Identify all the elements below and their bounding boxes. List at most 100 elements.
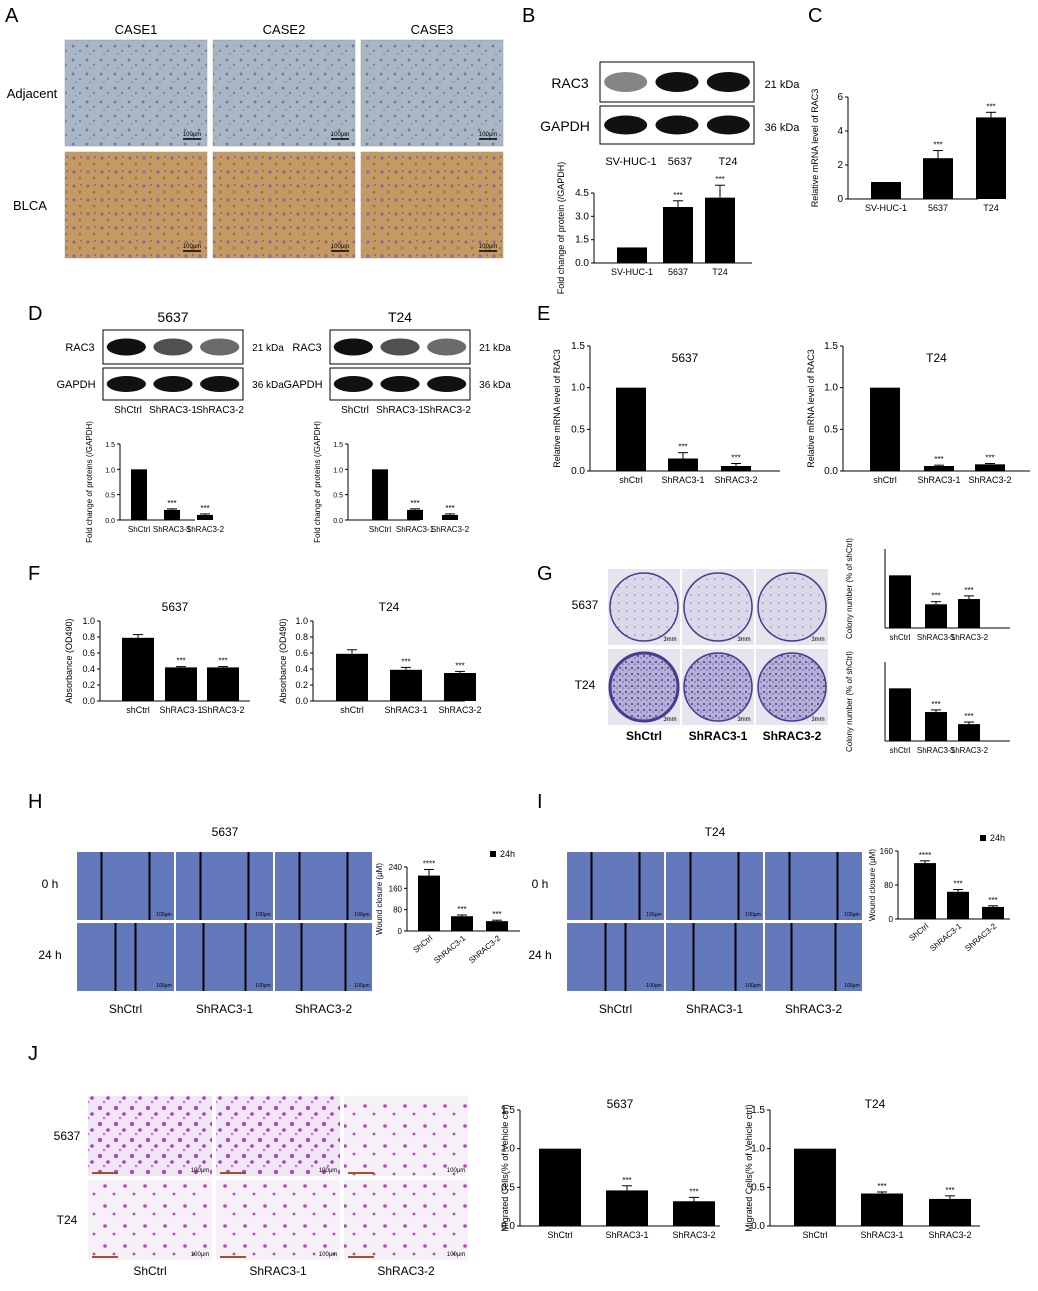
d-rac3-blot-band: [380, 338, 420, 356]
d-rac3-blot-band: [427, 338, 467, 356]
lane-label: ShRAC3-1: [376, 405, 424, 416]
scale-label: 3mm: [811, 637, 824, 643]
bar: [390, 669, 422, 701]
x-tick-label: ShRAC3-1: [605, 1230, 648, 1240]
colony-row-label: 5637: [572, 598, 599, 612]
ihc-image: [212, 39, 356, 147]
significance-label: ***: [953, 880, 962, 889]
significance-label: ***: [492, 910, 501, 919]
scale-label: 100μm: [745, 983, 760, 989]
chart-layer: 0.0 1.5 3.0 4.5 Fold change of protein (/GAP…: [64, 89, 1030, 1240]
x-tick-label: ShRAC3-1: [159, 705, 202, 715]
transwell-image: [216, 1180, 340, 1260]
x-tick-label: 5637: [928, 203, 948, 213]
d-rac3-blot-band: [333, 338, 373, 356]
scale-label: 100μm: [255, 912, 270, 918]
y-tick-label: 0.5: [105, 493, 115, 500]
y-tick-label: 0.6: [82, 648, 95, 658]
y-tick-label: 0.5: [751, 1182, 765, 1193]
y-tick-label: 3.0: [575, 211, 589, 222]
bar: [539, 1148, 581, 1226]
significance-label: ***: [200, 504, 209, 513]
y-tick-label: 1.0: [295, 616, 308, 626]
scale-label: 100μm: [844, 912, 859, 918]
chart-title: T24: [379, 600, 400, 614]
ihc-row-label: Adjacent: [7, 86, 58, 101]
scale-label: 100μm: [156, 912, 171, 918]
bar: [164, 509, 180, 520]
chart-f2: 0.0 0.2 0.4 0.6 0.8 1.0 Absorbance (OD490) T24 s…: [278, 600, 482, 715]
bar: [486, 921, 508, 931]
lane-label: ShCtrl: [114, 405, 142, 416]
colony-dish: [757, 652, 827, 722]
colony-column-label: ShCtrl: [626, 729, 662, 743]
colony-dish: [683, 572, 753, 642]
x-tick-label: ShRAC3-2: [950, 633, 989, 642]
transwell-column-label: ShRAC3-2: [377, 1264, 435, 1278]
ihc-image: [64, 39, 208, 147]
x-tick-label: shCtrl: [890, 633, 911, 642]
y-tick-label: 0.5: [501, 1182, 515, 1193]
x-tick-label: ShRAC3-1: [917, 746, 956, 755]
significance-label: ***: [934, 455, 943, 464]
b-rac3-blot-band: [706, 72, 750, 92]
x-tick-label: T24: [712, 267, 728, 277]
chart-g1: Colony number (% of shCtrl) shCtrl *** ShRA…: [845, 538, 1010, 642]
bar: [197, 514, 213, 520]
x-tick-label: ShRAC3-2: [438, 705, 481, 715]
y-tick-label: 0.6: [295, 648, 308, 658]
scale-label: 100μm: [745, 912, 760, 918]
y-tick-label: 160: [389, 884, 403, 893]
colony-row-label: T24: [575, 678, 596, 692]
time-label: 24 h: [38, 948, 61, 962]
ihc-image: [212, 151, 356, 259]
y-tick-label: 0.0: [571, 466, 585, 477]
panel-letter-i: I: [537, 791, 543, 813]
y-tick-label: 0.4: [295, 664, 308, 674]
transwell-column-label: ShCtrl: [133, 1264, 166, 1278]
bar: [451, 916, 473, 931]
y-tick-label: 0.0: [575, 258, 589, 269]
y-tick-label: 1.5: [824, 341, 838, 352]
x-tick-label: ShCtrl: [411, 933, 434, 954]
x-tick-label: SV-HUC-1: [611, 267, 653, 277]
scale-label: 100μm: [479, 244, 497, 250]
y-tick-label: 0.5: [333, 493, 343, 500]
significance-label: ***: [445, 504, 454, 513]
panel-letter-j: J: [28, 1043, 38, 1065]
y-axis-label: Relative mRNA level of RAC3: [552, 349, 562, 468]
wound-column-label: ShRAC3-2: [785, 1002, 843, 1016]
x-tick-label: ShRAC3-2: [714, 475, 757, 485]
ihc-column-label: CASE1: [115, 22, 158, 37]
y-tick-label: 0.5: [824, 424, 838, 435]
y-tick-label: 6: [837, 92, 843, 103]
ihc-image: [360, 151, 504, 259]
significance-label: ****: [423, 859, 435, 868]
h-wound-image: [275, 852, 372, 920]
x-tick-label: ShRAC3-1: [928, 921, 963, 953]
scale-label: 100μm: [354, 912, 369, 918]
y-tick-label: 2: [837, 160, 843, 171]
scale-label: 100μm: [156, 983, 171, 989]
colony-dish: [757, 572, 827, 642]
significance-label: ***: [455, 661, 464, 670]
bar: [131, 469, 147, 520]
x-tick-label: ShCtrl: [128, 525, 150, 534]
significance-label: ***: [457, 905, 466, 914]
x-tick-label: ShCtrl: [802, 1230, 827, 1240]
y-tick-label: 1.0: [333, 467, 343, 474]
x-tick-label: ShRAC3-2: [467, 933, 502, 965]
bar: [889, 688, 911, 741]
colony-dish: [608, 651, 680, 723]
scale-label: 100μm: [255, 983, 270, 989]
scale-label: 3mm: [663, 717, 676, 723]
bar: [407, 509, 423, 520]
i-wound-image: [765, 852, 862, 920]
bar: [673, 1201, 715, 1226]
image-layer: [64, 39, 862, 1260]
scale-label: 100μm: [479, 132, 497, 138]
bar: [705, 197, 735, 263]
y-tick-label: 160: [880, 847, 894, 856]
kda-label: 21 kDa: [479, 343, 511, 354]
i-wound-image: [666, 852, 763, 920]
